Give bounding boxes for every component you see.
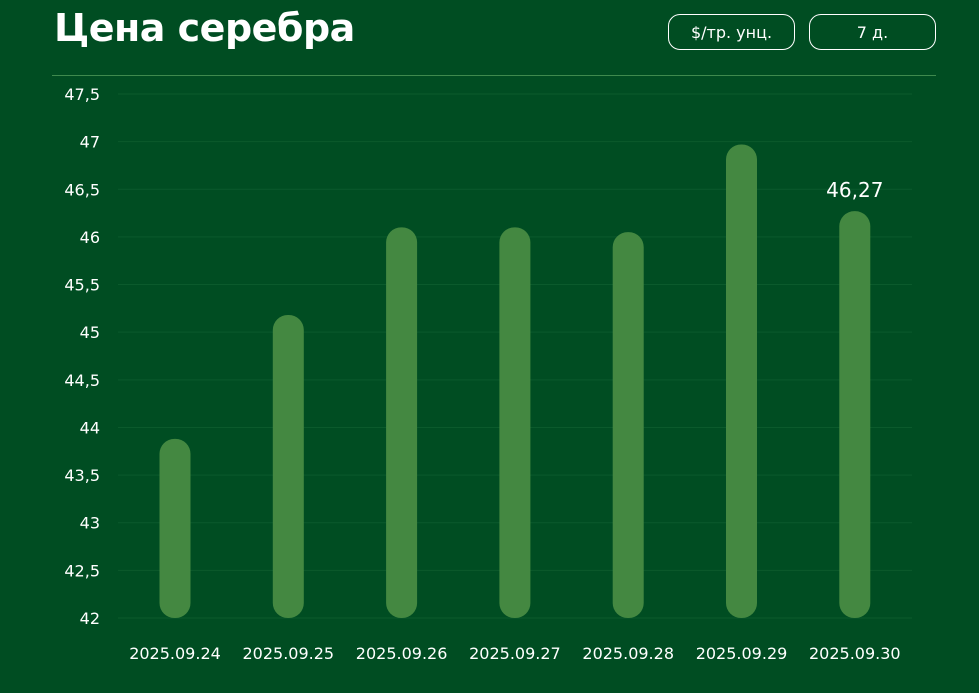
data-label: 46,27 bbox=[826, 178, 883, 202]
unit-toggle-button[interactable]: $/тр. унц. bbox=[668, 14, 795, 50]
y-tick-label: 44,5 bbox=[64, 371, 100, 390]
y-tick-label: 42 bbox=[80, 609, 100, 628]
bar bbox=[386, 227, 418, 618]
y-tick-label: 45,5 bbox=[64, 276, 100, 295]
y-tick-label: 45 bbox=[80, 323, 100, 342]
header-divider bbox=[52, 75, 936, 76]
x-tick-label: 2025.09.29 bbox=[696, 644, 788, 663]
x-tick-label: 2025.09.28 bbox=[582, 644, 674, 663]
x-tick-label: 2025.09.30 bbox=[809, 644, 901, 663]
range-select-button[interactable]: 7 д. bbox=[809, 14, 936, 50]
x-tick-label: 2025.09.26 bbox=[356, 644, 448, 663]
y-tick-label: 47,5 bbox=[64, 85, 100, 104]
data-labels: 46,27 bbox=[826, 178, 883, 202]
bar bbox=[612, 232, 644, 619]
x-tick-label: 2025.09.25 bbox=[242, 644, 334, 663]
x-tick-label: 2025.09.24 bbox=[129, 644, 221, 663]
bar bbox=[159, 438, 191, 618]
bar bbox=[272, 315, 304, 618]
y-tick-label: 47 bbox=[80, 133, 100, 152]
bar bbox=[726, 144, 757, 618]
y-tick-label: 46 bbox=[80, 228, 100, 247]
y-tick-label: 44 bbox=[80, 418, 100, 437]
bar bbox=[499, 227, 531, 618]
x-tick-label: 2025.09.27 bbox=[469, 644, 561, 663]
page-title: Цена серебра bbox=[54, 6, 355, 50]
bar bbox=[839, 211, 871, 618]
y-tick-label: 43,5 bbox=[64, 466, 100, 485]
x-axis-ticks: 2025.09.24 2025.09.25 2025.09.26 2025.09.27… bbox=[129, 644, 900, 663]
y-axis-ticks: 42 42,5 43 43,5 44 44,5 45 45,5 46 46,5 47 47,5 bbox=[64, 85, 100, 628]
y-tick-label: 43 bbox=[80, 514, 100, 533]
y-tick-label: 46,5 bbox=[64, 180, 100, 199]
bars bbox=[159, 144, 871, 619]
y-tick-label: 42,5 bbox=[64, 561, 100, 580]
